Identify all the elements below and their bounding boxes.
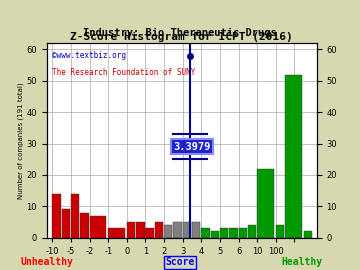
Y-axis label: Number of companies (191 total): Number of companies (191 total)	[17, 82, 24, 199]
Text: ©www.textbiz.org: ©www.textbiz.org	[52, 51, 126, 60]
Bar	[62, 209, 70, 238]
Bar	[71, 194, 80, 238]
Bar	[201, 228, 210, 238]
Bar	[155, 222, 163, 238]
Bar	[192, 222, 201, 238]
Bar	[164, 225, 172, 238]
Bar	[248, 225, 256, 238]
Bar	[108, 228, 125, 238]
Text: Unhealthy: Unhealthy	[21, 257, 73, 267]
Text: Score: Score	[165, 257, 195, 267]
Bar	[145, 228, 154, 238]
Bar	[53, 194, 61, 238]
Bar	[136, 222, 145, 238]
Bar	[257, 169, 274, 238]
Text: 3.3979: 3.3979	[173, 142, 211, 152]
Text: Healthy: Healthy	[282, 257, 323, 267]
Bar	[304, 231, 312, 238]
Bar	[285, 75, 302, 238]
Bar	[183, 222, 191, 238]
Bar	[127, 222, 135, 238]
Bar	[90, 216, 107, 238]
Text: The Research Foundation of SUNY: The Research Foundation of SUNY	[52, 69, 195, 77]
Bar	[211, 231, 219, 238]
Bar	[80, 212, 89, 238]
Bar	[174, 222, 182, 238]
Title: Z-Score Histogram for ICPT (2016): Z-Score Histogram for ICPT (2016)	[71, 32, 293, 42]
Bar	[229, 228, 238, 238]
Bar	[276, 225, 284, 238]
Text: Industry: Bio Therapeutic Drugs: Industry: Bio Therapeutic Drugs	[83, 28, 277, 38]
Bar	[239, 228, 247, 238]
Bar	[220, 228, 228, 238]
